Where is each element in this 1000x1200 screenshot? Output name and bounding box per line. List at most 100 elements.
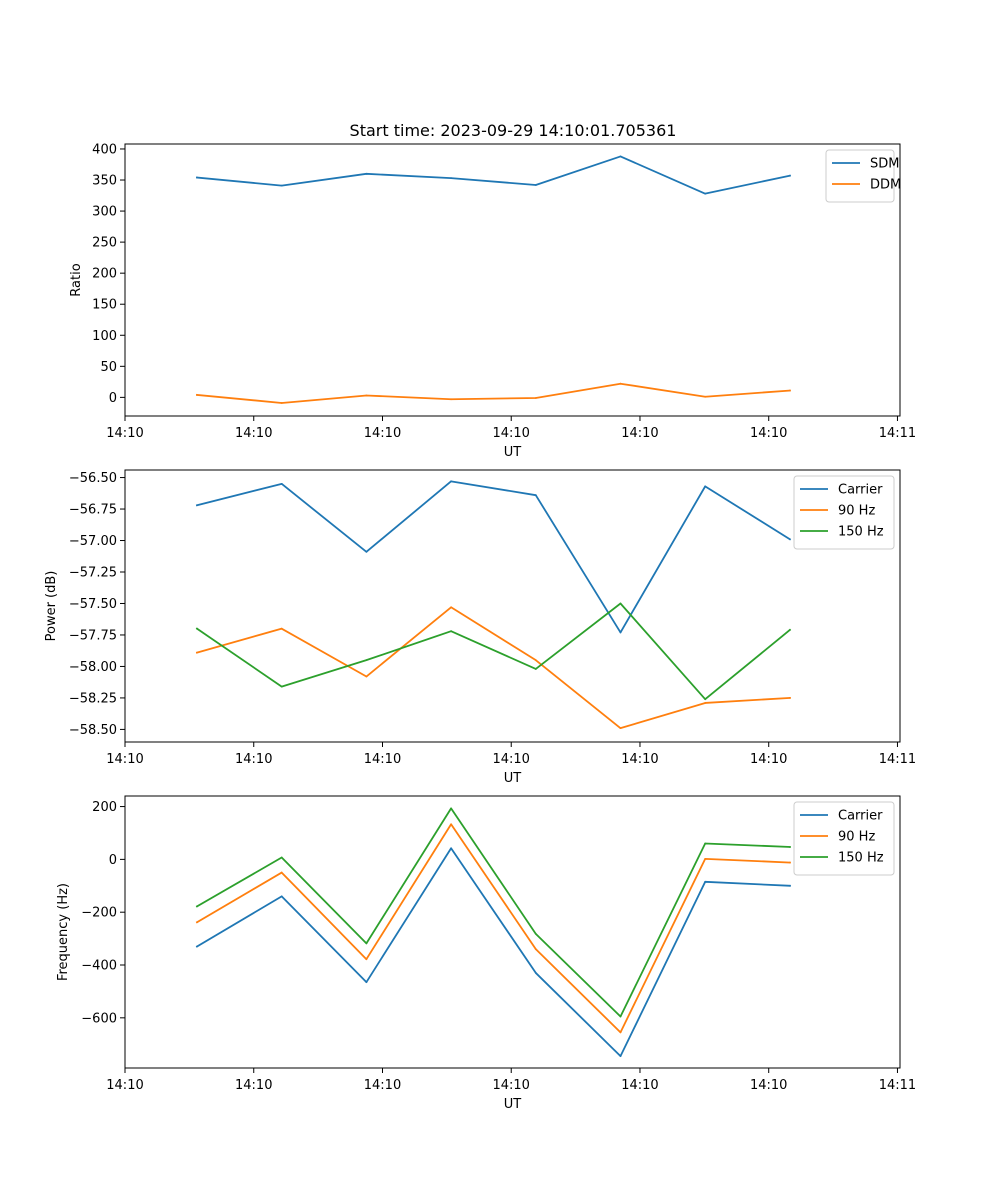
x-tick-label: 14:10: [492, 1078, 529, 1093]
y-axis-label: Frequency (Hz): [56, 883, 71, 981]
x-tick-label: 14:10: [621, 1078, 658, 1093]
data-point: [365, 394, 368, 397]
x-tick-label: 14:10: [106, 426, 143, 441]
series-line-90-hz: [195, 606, 791, 730]
y-tick-label: 200: [92, 800, 117, 815]
x-tick-label: 14:10: [364, 426, 401, 441]
data-point: [534, 972, 537, 974]
legend: Carrier 90 Hz 150 Hz: [793, 801, 895, 876]
series-line-ddm: [196, 382, 791, 404]
y-tick-label: −57.75: [69, 628, 117, 643]
data-point: [534, 948, 537, 951]
data-point: [704, 842, 707, 845]
axes-frame: [124, 469, 901, 743]
x-axis-label: UT: [504, 445, 522, 460]
legend: SDM DDM: [825, 149, 901, 203]
y-tick-label: 400: [92, 142, 117, 157]
data-point: [788, 861, 791, 864]
x-tick-label: 14:10: [364, 752, 401, 767]
y-tick-label: −58.00: [69, 660, 117, 675]
data-point: [534, 397, 537, 399]
ratio-panel: 0 50 100 150 200 250 300 350 400 14:10 14:10 14:10 1…: [69, 142, 916, 460]
data-point: [704, 485, 707, 488]
data-point: [196, 504, 198, 507]
x-tick-label: 14:11: [879, 1078, 916, 1093]
y-tick-label: −56.75: [69, 503, 117, 518]
y-tick-label: 200: [92, 267, 117, 282]
data-point: [280, 685, 283, 688]
x-tick-label: 14:10: [106, 752, 143, 767]
legend-label: DDM: [870, 178, 901, 193]
x-tick-label: 14:10: [750, 1078, 787, 1093]
legend-label: 90 Hz: [838, 504, 875, 519]
data-point: [788, 389, 791, 392]
data-point: [365, 942, 368, 945]
data-point: [534, 668, 537, 670]
axes-frame: [124, 143, 901, 417]
y-tick-label: 150: [92, 298, 117, 313]
x-tick-label: 14:10: [750, 752, 787, 767]
data-point: [534, 932, 537, 935]
data-point: [450, 606, 452, 609]
data-point: [196, 393, 198, 396]
data-point: [196, 905, 198, 908]
series-line-carrier: [195, 480, 792, 634]
y-tick-label: −600: [81, 1011, 117, 1026]
data-point: [196, 627, 198, 630]
data-point: [196, 176, 198, 179]
legend-label: 150 Hz: [838, 851, 884, 866]
data-point: [365, 958, 368, 961]
series-line-150-hz: [195, 807, 791, 1018]
y-tick-label: −57.00: [69, 534, 117, 549]
y-tick-label: −56.50: [69, 471, 117, 486]
data-point: [450, 847, 452, 850]
data-point: [280, 856, 283, 859]
x-tick-label: 14:10: [106, 1078, 143, 1093]
data-point: [534, 659, 537, 662]
x-tick-label: 14:10: [235, 752, 272, 767]
y-tick-label: 0: [109, 391, 117, 406]
data-point: [534, 184, 537, 186]
data-point: [280, 627, 283, 630]
data-point: [704, 857, 707, 860]
data-point: [788, 846, 791, 848]
data-point: [619, 382, 622, 385]
y-tick-label: −58.25: [69, 691, 117, 706]
legend-label: Carrier: [838, 809, 883, 824]
y-tick-label: 250: [92, 236, 117, 251]
data-point: [619, 631, 622, 634]
data-point: [450, 480, 452, 483]
x-tick-label: 14:10: [235, 426, 272, 441]
y-tick-label: −200: [81, 906, 117, 921]
data-point: [365, 659, 368, 662]
legend-label: SDM: [870, 157, 899, 172]
legend-label: 150 Hz: [838, 525, 884, 540]
data-point: [280, 871, 283, 874]
data-point: [619, 602, 622, 605]
y-tick-label: −57.25: [69, 566, 117, 581]
data-point: [365, 172, 368, 175]
power-panel: −58.50 −58.25 −58.00 −57.75 −57.50 −57.25 −57.…: [44, 469, 916, 786]
data-point: [280, 895, 283, 898]
data-point: [365, 550, 368, 553]
data-point: [196, 921, 198, 924]
data-point: [619, 1031, 622, 1034]
x-tick-label: 14:10: [492, 426, 529, 441]
x-tick-label: 14:10: [364, 1078, 401, 1093]
x-tick-label: 14:10: [621, 426, 658, 441]
x-axis-label: UT: [504, 1097, 522, 1112]
data-point: [196, 651, 198, 654]
data-point: [450, 807, 452, 810]
y-tick-label: −57.50: [69, 597, 117, 612]
x-tick-label: 14:11: [879, 426, 916, 441]
data-point: [788, 697, 791, 699]
y-tick-label: 50: [100, 360, 117, 375]
data-point: [788, 538, 791, 541]
data-point: [788, 884, 791, 887]
data-point: [619, 1015, 622, 1018]
y-axis-label: Ratio: [69, 263, 84, 296]
y-tick-label: −58.50: [69, 723, 117, 738]
data-point: [196, 945, 198, 948]
data-point: [704, 192, 707, 195]
